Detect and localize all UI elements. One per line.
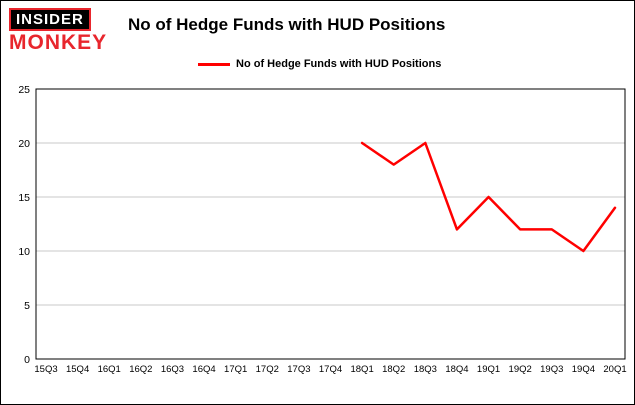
y-tick-label: 20 [18,138,30,150]
x-tick-label: 17Q3 [287,364,310,375]
x-tick-label: 16Q4 [192,364,215,375]
x-tick-label: 16Q3 [161,364,184,375]
x-tick-label: 18Q2 [382,364,405,375]
y-tick-label: 15 [18,192,30,204]
legend-label: No of Hedge Funds with HUD Positions [236,58,442,70]
x-tick-label: 19Q2 [509,364,532,375]
x-tick-label: 19Q4 [572,364,595,375]
x-tick-label: 20Q1 [603,364,626,375]
x-tick-label: 18Q3 [414,364,437,375]
x-tick-label: 17Q4 [319,364,342,375]
y-tick-label: 25 [18,84,30,96]
x-tick-label: 18Q1 [350,364,373,375]
x-tick-label: 19Q3 [540,364,563,375]
y-tick-label: 0 [24,354,30,366]
chart-legend: No of Hedge Funds with HUD Positions [198,58,441,70]
x-tick-label: 16Q2 [129,364,152,375]
y-tick-label: 10 [18,246,30,258]
x-tick-label: 17Q2 [256,364,279,375]
series-line [360,141,617,253]
x-tick-label: 17Q1 [224,364,247,375]
y-tick-label: 5 [24,300,30,312]
x-tick-label: 18Q4 [445,364,468,375]
plot-border [35,88,626,360]
logo-insider-text: INSIDER [9,8,91,31]
insider-monkey-logo: INSIDER MONKEY [9,8,113,53]
x-tick-label: 15Q3 [34,364,57,375]
legend-line-swatch [198,62,230,66]
logo-monkey-text: MONKEY [9,31,108,54]
x-tick-label: 19Q1 [477,364,500,375]
x-tick-label: 16Q1 [98,364,121,375]
x-tick-label: 15Q4 [66,364,89,375]
chart-title: No of Hedge Funds with HUD Positions [128,15,446,34]
